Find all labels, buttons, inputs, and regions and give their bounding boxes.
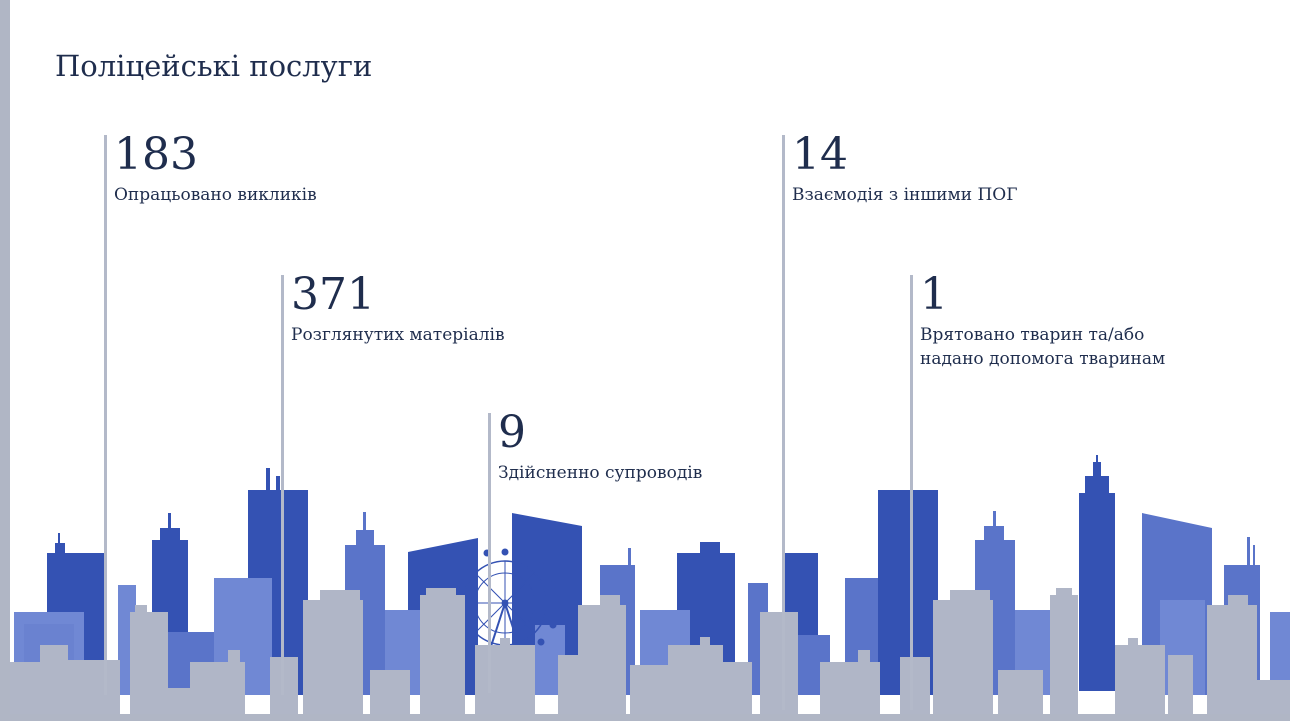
stat-label: Врятовано тварин та/або надано допомога …: [920, 325, 1166, 369]
stat-label: Опрацьовано викликів: [114, 185, 317, 205]
stat-value: 9: [498, 407, 526, 458]
stat-interactions: 14 Взаємодія з іншими ПОГ: [782, 131, 1018, 710]
stat-animals-rescued: 1 Врятовано тварин та/або надано допомог…: [910, 271, 1185, 710]
skyline-front-layer: [10, 588, 1290, 715]
stat-label: Здійсненно супроводів: [498, 463, 703, 483]
stat-label: Взаємодія з іншими ПОГ: [792, 185, 1018, 205]
stat-value: 1: [920, 269, 948, 320]
slide-title: Поліцейські послуги: [55, 49, 373, 83]
stat-label: Розглянутих матеріалів: [291, 325, 505, 345]
left-edge-bar: [0, 0, 10, 721]
stat-materials-reviewed: 371 Розглянутих матеріалів: [281, 271, 505, 695]
stat-calls-processed: 183 Опрацьовано викликів: [104, 131, 317, 695]
stat-value: 371: [291, 269, 375, 320]
stat-escorts: 9 Здійсненно супроводів: [488, 409, 703, 693]
stat-value: 183: [114, 129, 198, 180]
stat-value: 14: [792, 129, 848, 180]
bottom-edge-bar: [0, 714, 1290, 721]
